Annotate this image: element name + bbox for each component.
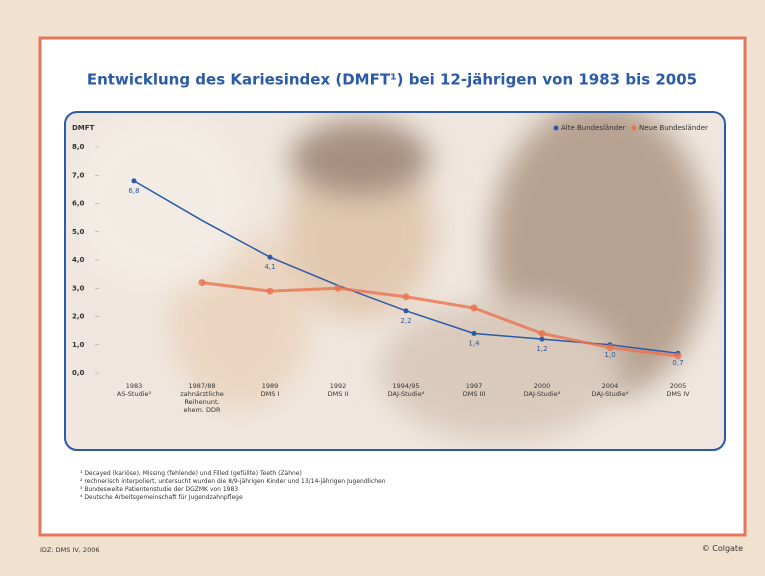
data-label: 6,8 <box>128 187 139 195</box>
footnote: ³ Bundesweite Patientenstudie der DGZMK … <box>80 486 386 494</box>
data-point <box>132 178 137 183</box>
data-label: 1,2 <box>536 345 547 353</box>
x-tick-label: 1997 DMS III <box>440 382 508 398</box>
y-tick-label: 2,0 <box>72 313 85 321</box>
legend-label: Neue Bundesländer <box>639 124 708 132</box>
footnote: ¹ Decayed (kariöse), Missing (fehlende) … <box>80 470 386 478</box>
y-tick-label: 1,0 <box>72 341 85 349</box>
legend-marker <box>632 126 637 131</box>
data-point <box>268 255 273 260</box>
y-axis-label: DMFT <box>72 124 95 132</box>
x-tick-label: 1987/88 zahnärztliche Reihenunt. ehem. D… <box>168 382 236 414</box>
page: Entwicklung des Kariesindex (DMFT¹) bei … <box>0 0 765 576</box>
x-tick-label: 2004 DAJ-Studie⁴ <box>576 382 644 398</box>
y-tick-label: 7,0 <box>72 171 85 179</box>
data-label: 1,0 <box>604 351 615 359</box>
data-point <box>471 305 478 312</box>
data-point <box>472 331 477 336</box>
y-tick-label: 5,0 <box>72 228 85 236</box>
y-tick-label: 6,0 <box>72 200 85 208</box>
data-point <box>607 344 614 351</box>
y-tick-label: 4,0 <box>72 256 85 264</box>
data-point <box>199 279 206 286</box>
data-point <box>404 308 409 313</box>
data-point <box>540 337 545 342</box>
credit: © Colgate <box>702 544 743 553</box>
data-point <box>267 288 274 295</box>
footnotes: ¹ Decayed (kariöse), Missing (fehlende) … <box>80 470 386 502</box>
y-tick-label: 0,0 <box>72 369 85 377</box>
data-point <box>335 285 342 292</box>
x-tick-label: 2005 DMS IV <box>644 382 712 398</box>
source: IDZ: DMS IV, 2006 <box>40 546 99 554</box>
x-tick-label: 1983 AS-Studie³ <box>100 382 168 398</box>
legend-marker <box>554 126 559 131</box>
data-point <box>675 353 682 360</box>
y-tick-label: 3,0 <box>72 284 85 292</box>
data-label: 0,7 <box>672 359 683 367</box>
data-label: 1,4 <box>468 339 480 347</box>
data-label: 2,2 <box>400 317 411 325</box>
x-tick-label: 1989 DMS I <box>236 382 304 398</box>
chart-title: Entwicklung des Kariesindex (DMFT¹) bei … <box>87 71 697 89</box>
x-tick-label: 2000 DAJ-Studie⁴ <box>508 382 576 398</box>
x-tick-label: 1992 DMS II <box>304 382 372 398</box>
data-label: 4,1 <box>264 263 275 271</box>
data-point <box>403 293 410 300</box>
footnote: ⁴ Deutsche Arbeitsgemeinschaft für Jugen… <box>80 494 386 502</box>
data-point <box>539 330 546 337</box>
footnote: ² rechnerisch interpoliert, untersucht w… <box>80 478 386 486</box>
legend-label: Alte Bundesländer <box>561 124 626 132</box>
x-tick-label: 1994/95 DAJ-Studie⁴ <box>372 382 440 398</box>
y-tick-label: 8,0 <box>72 143 85 151</box>
